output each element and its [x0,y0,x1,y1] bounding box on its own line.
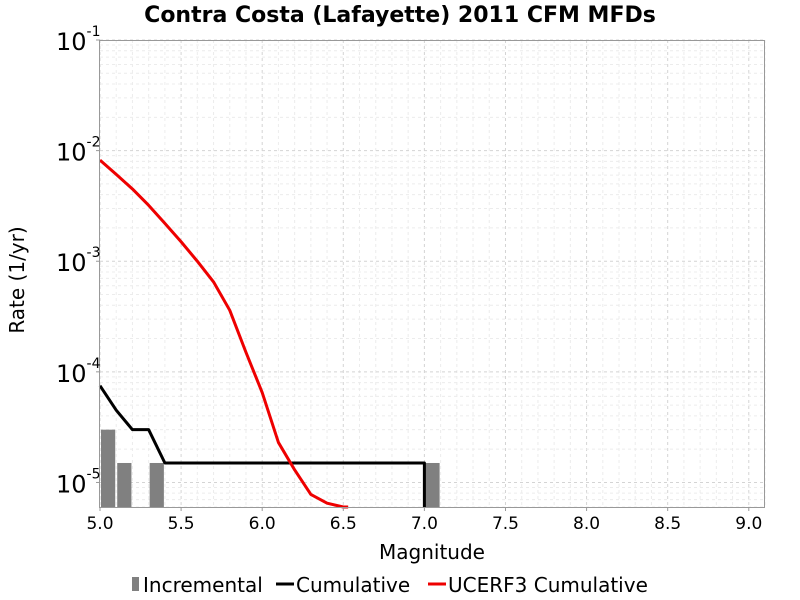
chart-title: Contra Costa (Lafayette) 2011 CFM MFDs [144,3,656,28]
x-tick-label: 8.5 [654,514,681,534]
legend-label-incremental: Incremental [143,573,263,597]
x-axis-label: Magnitude [379,540,485,564]
y-tick-exponent: -4 [87,356,101,372]
y-axis-label: Rate (1/yr) [5,226,29,333]
x-tick-label: 7.0 [411,514,438,534]
plot-frame [99,40,765,508]
legend-label-ucerf3-cumulative: UCERF3 Cumulative [448,573,648,597]
x-tick-label: 6.5 [330,514,357,534]
incremental-bar [117,462,132,507]
x-axis-ticks: 5.0 5.5 6.0 6.5 7.0 7.5 8.0 8.5 9.0 [86,507,762,534]
y-tick-exponent: -1 [87,24,101,40]
legend-label-cumulative: Cumulative [296,573,410,597]
x-tick-label: 5.5 [168,514,195,534]
y-tick-exponent: -2 [87,135,101,151]
x-tick-label: 7.5 [492,514,519,534]
x-tick-label: 9.0 [735,514,762,534]
y-axis-ticks: 10-510-410-310-210-1 [56,24,101,498]
incremental-bar [101,429,116,507]
series-line-ucerf3-cumulative [99,159,349,509]
legend-swatch-incremental [132,577,139,591]
incremental-bars [101,429,440,507]
x-tick-label: 8.0 [573,514,600,534]
x-tick-label: 6.0 [249,514,276,534]
gridlines [99,39,766,508]
series-line-cumulative [98,384,426,507]
y-tick-exponent: -5 [87,466,101,482]
incremental-bar [149,462,164,507]
x-tick-label: 5.0 [86,514,113,534]
incremental-bar [425,462,440,507]
legend: Incremental Cumulative UCERF3 Cumulative [132,573,648,597]
y-tick-exponent: -3 [87,245,101,261]
series-lines [98,159,426,509]
